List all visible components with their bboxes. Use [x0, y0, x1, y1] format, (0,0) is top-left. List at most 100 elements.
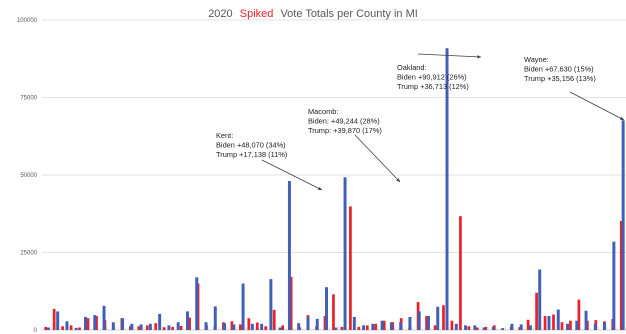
title-year: 2020 [208, 8, 232, 20]
bar-series-red [442, 305, 445, 330]
annotation-leader-line [569, 91, 625, 121]
annotation-leader-line [417, 53, 482, 58]
bar-series-blue [287, 180, 291, 330]
annotation-text-line: Biden +90,912 (26%) [397, 73, 467, 82]
annotation-text-line: Trump: +39,870 (17%) [308, 126, 382, 135]
annotation-text-line: Trump +17,138 (11%) [216, 150, 287, 159]
bar-series-red [44, 326, 48, 330]
bar-series-blue [371, 323, 375, 330]
bar-series-red [247, 318, 251, 330]
annotation-arrowhead [318, 186, 322, 190]
bar-series-blue [556, 309, 560, 330]
annotation-text-line: Biden +48,070 (34%) [216, 141, 286, 150]
bar-series-red [450, 320, 454, 330]
annotation-text-line: Trump +35,156 (13%) [524, 74, 596, 83]
bar-series-blue [213, 306, 217, 330]
bar-series-blue [260, 323, 264, 330]
bar-series-blue [575, 320, 579, 330]
bar-series-blue [482, 327, 486, 330]
bar-series-blue [593, 323, 597, 330]
bar-series-blue [464, 325, 468, 330]
bar-series-blue [204, 322, 208, 330]
bar-series-red [357, 326, 361, 330]
bar-series-blue [195, 277, 199, 330]
bar-series-red [95, 316, 98, 330]
annotation-text-line: Oakland: [397, 63, 427, 72]
bar-series-blue [185, 311, 189, 330]
bar-series-blue [352, 316, 356, 330]
bar-series-blue [325, 287, 328, 330]
bar-series-red [433, 325, 437, 330]
annotation-arrowhead [477, 55, 481, 59]
bar-series-red [171, 326, 175, 330]
bar-series-blue [417, 311, 421, 330]
bar-series-red [475, 327, 479, 330]
bar-series-red [239, 324, 242, 330]
bar-series-red [577, 299, 581, 330]
annotation-text-line: Macomb: [308, 107, 338, 116]
bar-series-blue [139, 324, 143, 330]
bar-series-red [255, 322, 259, 330]
bar-series-red [340, 326, 344, 330]
bar-series-blue [167, 325, 171, 330]
bar-series-blue [510, 323, 514, 330]
title-spiked-word: Spiked [240, 8, 274, 20]
bar-series-red [128, 326, 132, 330]
bar-series-red [289, 276, 293, 330]
bar-series-red [382, 320, 386, 330]
bar-series-blue [84, 316, 87, 330]
bar-series-red [272, 309, 276, 330]
bar-series-blue [343, 177, 347, 330]
bar-series-blue [436, 306, 440, 330]
bar-series-red [526, 319, 530, 330]
annotation-text-line: Kent: [216, 131, 233, 140]
bar-series-blue [454, 323, 458, 330]
bar-series-red [179, 325, 183, 330]
bar-series-blue [612, 241, 616, 330]
bar-series-blue [158, 313, 162, 330]
annotation-leader-line [261, 159, 323, 191]
bar-series-red [560, 322, 564, 330]
bar-series-red [145, 325, 149, 330]
bar-series-red [619, 221, 623, 330]
bar-series-red [569, 320, 572, 330]
bars [44, 48, 625, 331]
bar-series-red [230, 321, 234, 330]
bar-series-blue [538, 269, 542, 330]
annotation-wayne: Wayne:Biden +67,630 (15%)Trump +35,156 (… [524, 55, 625, 121]
bar-series-red [137, 326, 141, 330]
bar-series-blue [56, 311, 60, 330]
bar-series-blue [473, 325, 477, 330]
y-tick-label: 25000 [20, 251, 37, 257]
bar-series-blue [297, 323, 301, 330]
bar-series-red [154, 323, 158, 330]
bar-series-blue [223, 323, 227, 330]
bar-series-blue [501, 328, 505, 330]
bar-series-blue [176, 322, 180, 330]
bar-series-blue [65, 321, 69, 330]
bar-series-blue [603, 322, 607, 330]
annotation-leader-line [354, 134, 401, 183]
annotation-arrowhead [396, 178, 400, 182]
bar-series-red [69, 325, 73, 330]
bar-series-blue [528, 325, 532, 330]
annotation-oakland: Oakland:Biden +90,912 (26%)Trump +36,713… [397, 53, 482, 91]
annotation-text-line: Biden: +49,244 (28%) [308, 117, 380, 126]
bar-series-blue [306, 316, 310, 330]
bar-series-red [518, 327, 522, 330]
annotation-arrowhead [620, 116, 624, 120]
bar-series-red [188, 317, 191, 330]
bar-series-blue [408, 316, 412, 330]
bar-series-red [281, 325, 285, 330]
y-axis: 0 25000 50000 75000 100000 [17, 18, 38, 334]
bar-series-blue [519, 324, 523, 330]
bar-series-red [162, 327, 166, 330]
y-tick-label: 100000 [17, 18, 38, 24]
bar-series-blue [566, 323, 570, 330]
bar-series-blue [74, 327, 78, 330]
bar-series-red [61, 326, 64, 330]
bar-series-blue [250, 323, 254, 330]
bar-series-red [323, 316, 327, 330]
bar-series-blue [102, 305, 106, 330]
